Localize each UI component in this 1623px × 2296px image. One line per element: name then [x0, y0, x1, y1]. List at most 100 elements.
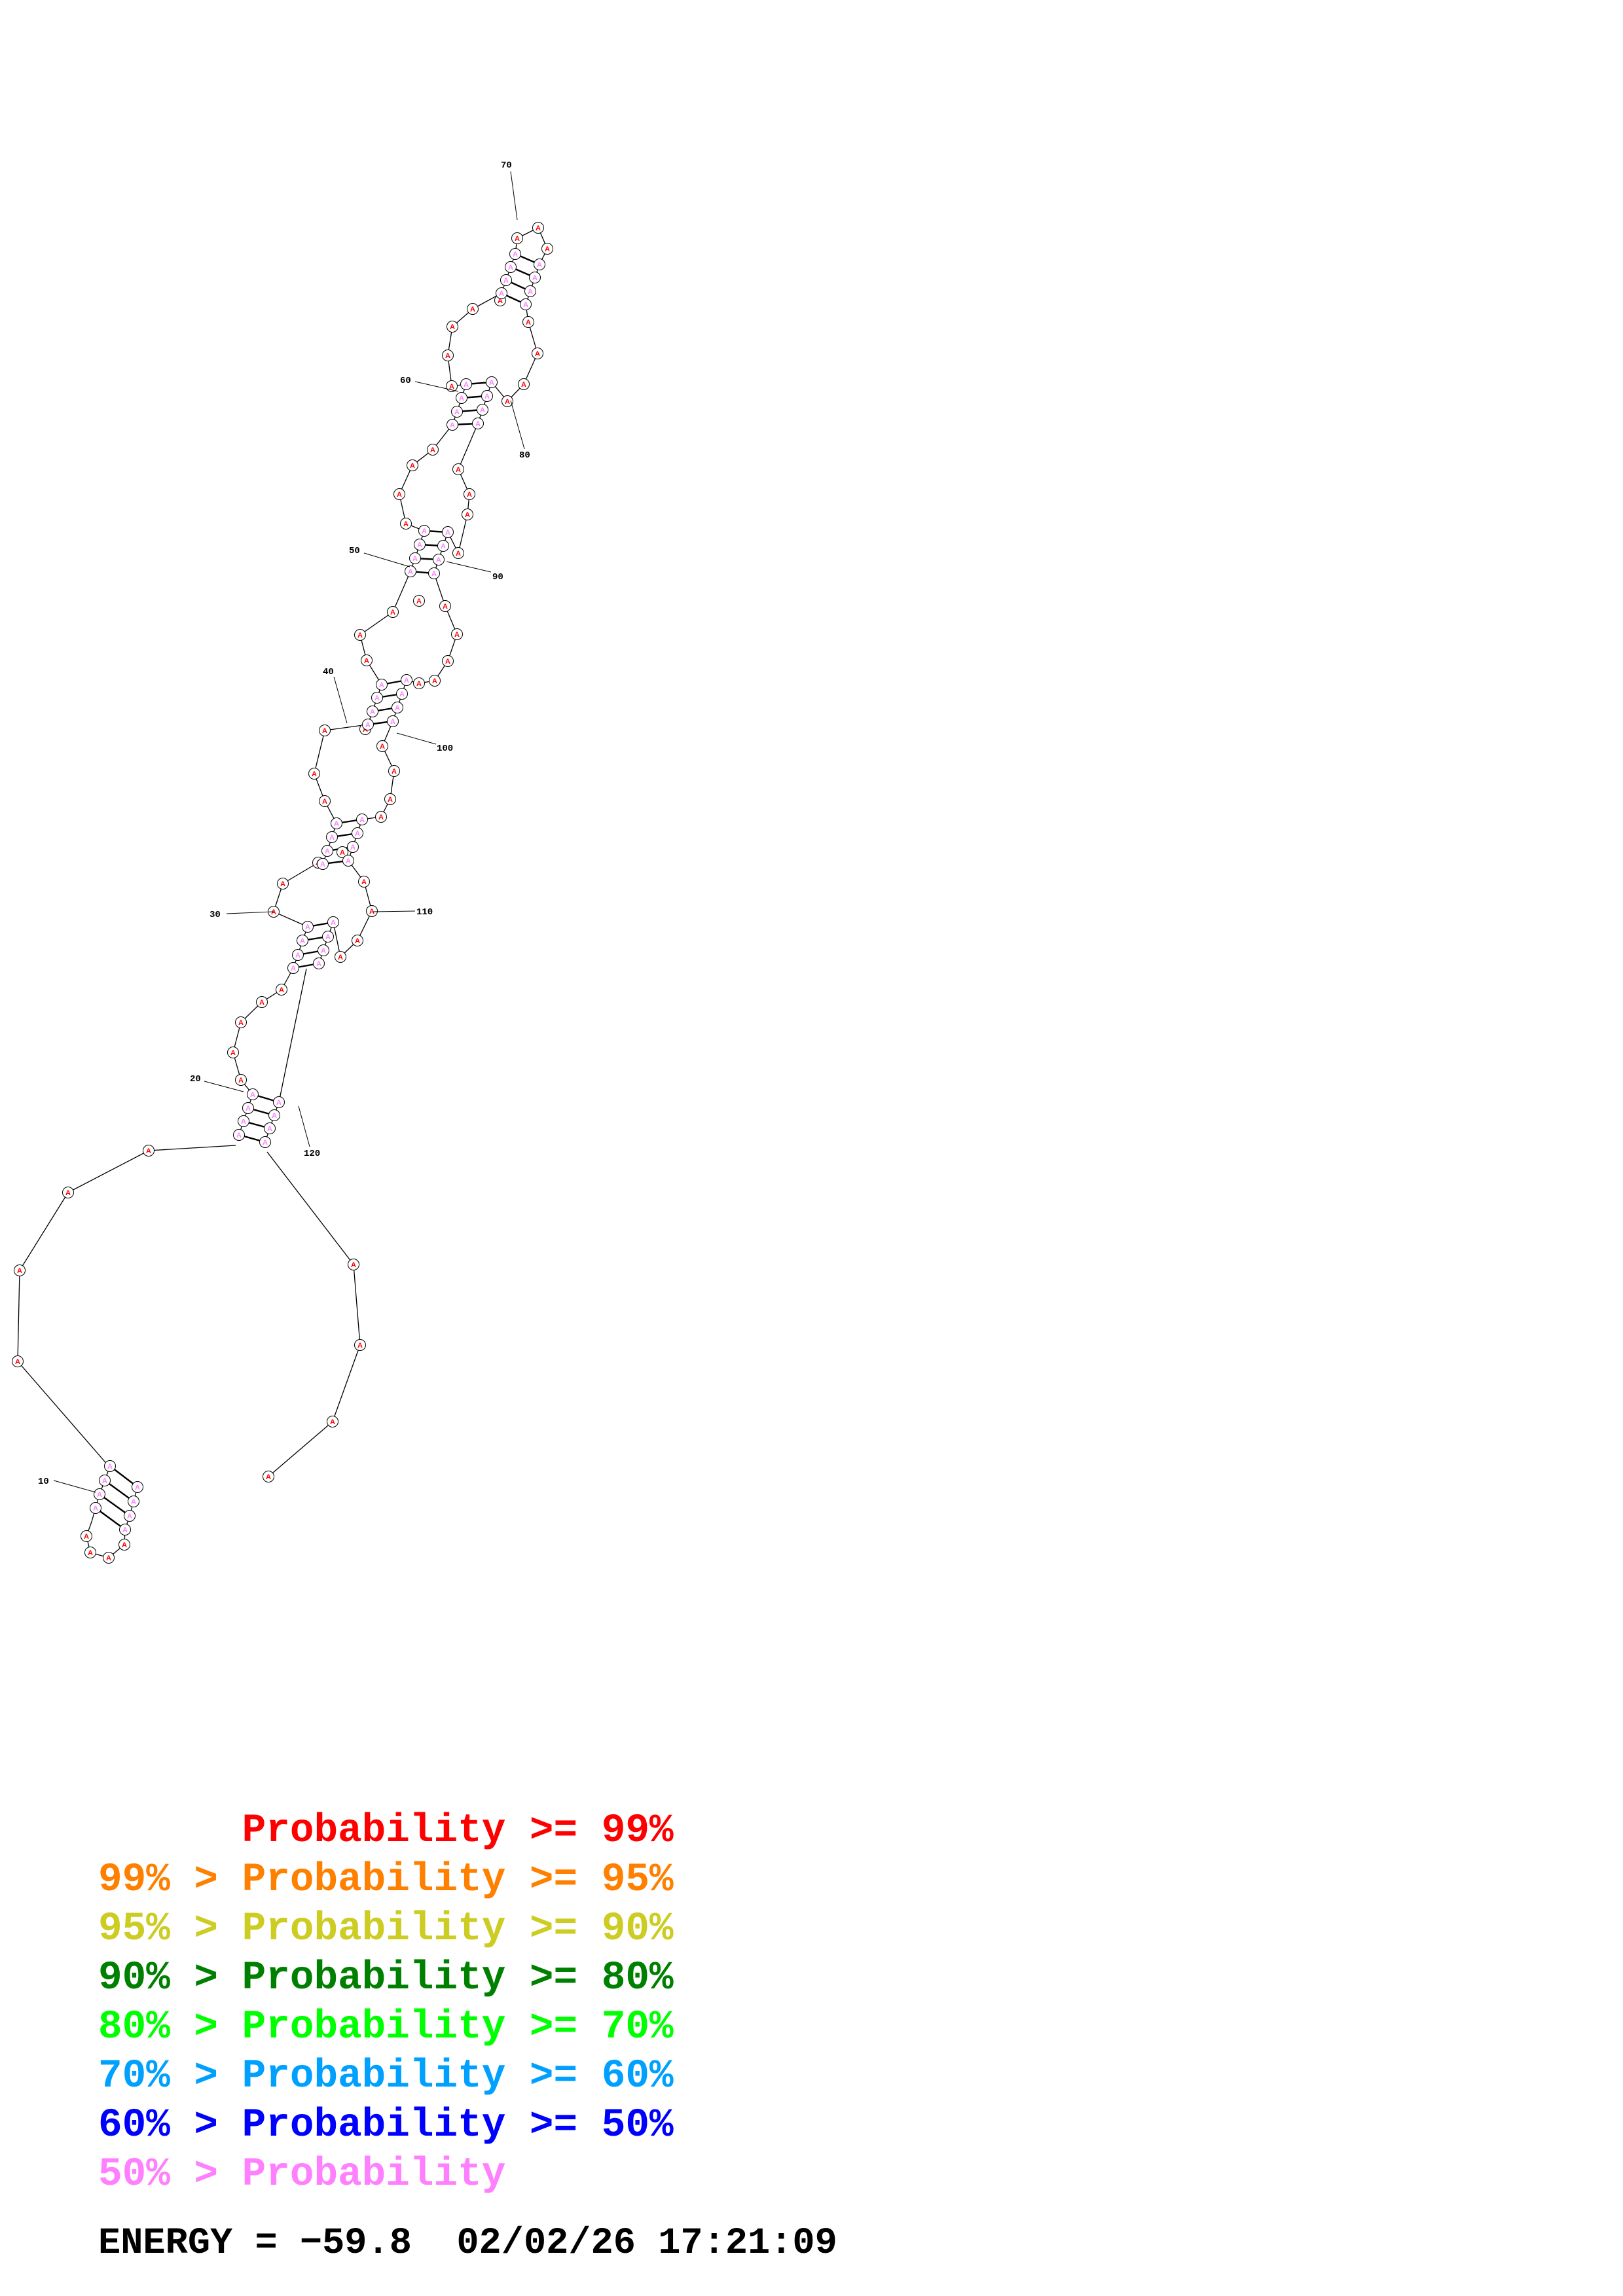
nucleotide-letter: A: [346, 857, 351, 865]
nucleotide-letter: A: [350, 844, 356, 852]
nucleotide-letter: A: [459, 395, 464, 403]
legend-text: Probability: [242, 2152, 506, 2197]
nucleotide-letter: A: [379, 681, 384, 689]
energy-label: ENERGY =: [98, 2223, 278, 2265]
paired-nucleotide: A: [356, 814, 368, 825]
paired-nucleotide: A: [318, 944, 329, 956]
paired-nucleotide: A: [347, 841, 359, 853]
nucleotide-circle: [447, 321, 458, 332]
backbone-segment: [333, 922, 341, 958]
nucleotide-circle: [376, 740, 388, 752]
unpaired-nucleotide: A: [442, 655, 454, 667]
label-leader-line: [396, 732, 437, 745]
paired-nucleotide: A: [500, 274, 512, 286]
paired-nucleotide: A: [451, 406, 463, 418]
paired-nucleotide: A: [496, 287, 507, 299]
nucleotide-letter: A: [380, 743, 385, 751]
nucleotide-letter: A: [331, 919, 336, 927]
nucleotide-circle: [456, 392, 467, 404]
energy-footer: ENERGY = −59.8 02/02/26 17:21:09: [98, 2223, 837, 2265]
nucleotide-letter: A: [456, 550, 461, 558]
nucleotide-letter: A: [236, 1132, 242, 1139]
unpaired-nucleotide: A: [518, 378, 530, 390]
paired-nucleotide: A: [367, 706, 378, 717]
nucleotide-letter: A: [388, 796, 393, 804]
nucleotide-circle: [396, 688, 408, 700]
position-label: 90: [492, 572, 503, 583]
unpaired-nucleotide: A: [442, 350, 454, 361]
nucleotide-letter: A: [545, 245, 550, 253]
nucleotide-circle: [327, 1416, 338, 1427]
unpaired-nucleotide: A: [263, 1471, 274, 1482]
nucleotide-letter: A: [135, 1484, 140, 1492]
paired-nucleotide: A: [534, 259, 545, 270]
legend-prefix: 95% >: [98, 1907, 242, 1952]
nucleotide-letter: A: [17, 1267, 22, 1275]
legend-prefix: [98, 1808, 242, 1854]
paired-nucleotide: A: [371, 692, 383, 704]
backbone-segment: [332, 1344, 361, 1422]
date: 02/02/26: [456, 2223, 636, 2265]
nucleotide-circle: [319, 725, 331, 736]
base-pair-bond: [99, 1494, 130, 1516]
nucleotide-letter: A: [102, 1477, 107, 1485]
unpaired-nucleotide: A: [427, 444, 439, 456]
nucleotide-circle: [413, 677, 425, 689]
nucleotide-letter: A: [266, 1473, 271, 1481]
unpaired-nucleotide: A: [319, 795, 331, 807]
nucleotide-letter: A: [321, 947, 326, 955]
nucleotide-circle: [387, 715, 399, 727]
legend-text: Probability >= 80%: [242, 1956, 674, 2001]
nucleotide-circle: [143, 1145, 155, 1157]
unpaired-nucleotide: A: [348, 1259, 359, 1270]
nucleotide-letter: A: [351, 1261, 356, 1269]
paired-nucleotide: A: [433, 554, 445, 565]
unpaired-nucleotide: A: [327, 1416, 338, 1427]
nucleotide-letter: A: [535, 350, 540, 358]
paired-nucleotide: A: [520, 298, 532, 310]
nucleotide-letter: A: [489, 379, 494, 387]
unpaired-nucleotide: A: [84, 1547, 96, 1558]
nucleotide-letter: A: [279, 986, 284, 994]
nucleotide-letter: A: [390, 609, 395, 617]
nucleotide-letter: A: [404, 677, 409, 685]
nucleotide-circle: [418, 525, 430, 537]
paired-nucleotide: A: [268, 1109, 280, 1121]
nucleotide-circle: [297, 935, 308, 946]
backbone-segment: [17, 1270, 20, 1362]
nucleotide-letter: A: [456, 466, 461, 474]
paired-nucleotide: A: [104, 1460, 116, 1472]
nucleotide-circle: [477, 404, 488, 416]
paired-nucleotide: A: [119, 1524, 131, 1535]
position-labels: 10 20 30 40 50 60 70 80 90 100 110 120: [38, 160, 530, 1493]
nucleotide-letter: A: [431, 570, 437, 578]
nucleotide-letter: A: [361, 878, 367, 886]
unpaired-nucleotide: A: [366, 905, 378, 917]
nucleotide-letter: A: [355, 937, 360, 945]
unpaired-nucleotide: A: [388, 765, 400, 777]
nucleotide-circle: [541, 243, 553, 255]
nucleotide-circle: [464, 488, 475, 500]
nucleotide-letter: A: [263, 1139, 268, 1147]
nucleotide-letter: A: [399, 691, 405, 698]
nucleotide-letter: A: [521, 381, 526, 389]
paired-nucleotide: A: [124, 1510, 136, 1522]
nucleotide-circle: [62, 1187, 74, 1198]
nucleotide-letter: A: [513, 251, 518, 259]
nucleotide-circle: [242, 1102, 254, 1114]
position-label: 40: [323, 667, 334, 677]
nucleotide-circle: [442, 655, 454, 667]
nucleotide-letter: A: [395, 704, 400, 712]
nucleotide-circle: [362, 719, 374, 730]
nucleotide-circle: [99, 1475, 111, 1486]
nucleotide-circle: [342, 855, 354, 867]
nucleotide-circle: [358, 876, 370, 888]
legend-prefix: 99% >: [98, 1857, 242, 1903]
paired-nucleotide: A: [401, 674, 412, 686]
position-label: 120: [304, 1149, 320, 1159]
unpaired-nucleotide: A: [387, 606, 399, 618]
nucleotide-circle: [427, 444, 439, 456]
nucleotide-letter: A: [416, 598, 422, 605]
nucleotide-letter: A: [320, 861, 325, 869]
nucleotide-circle: [401, 674, 412, 686]
